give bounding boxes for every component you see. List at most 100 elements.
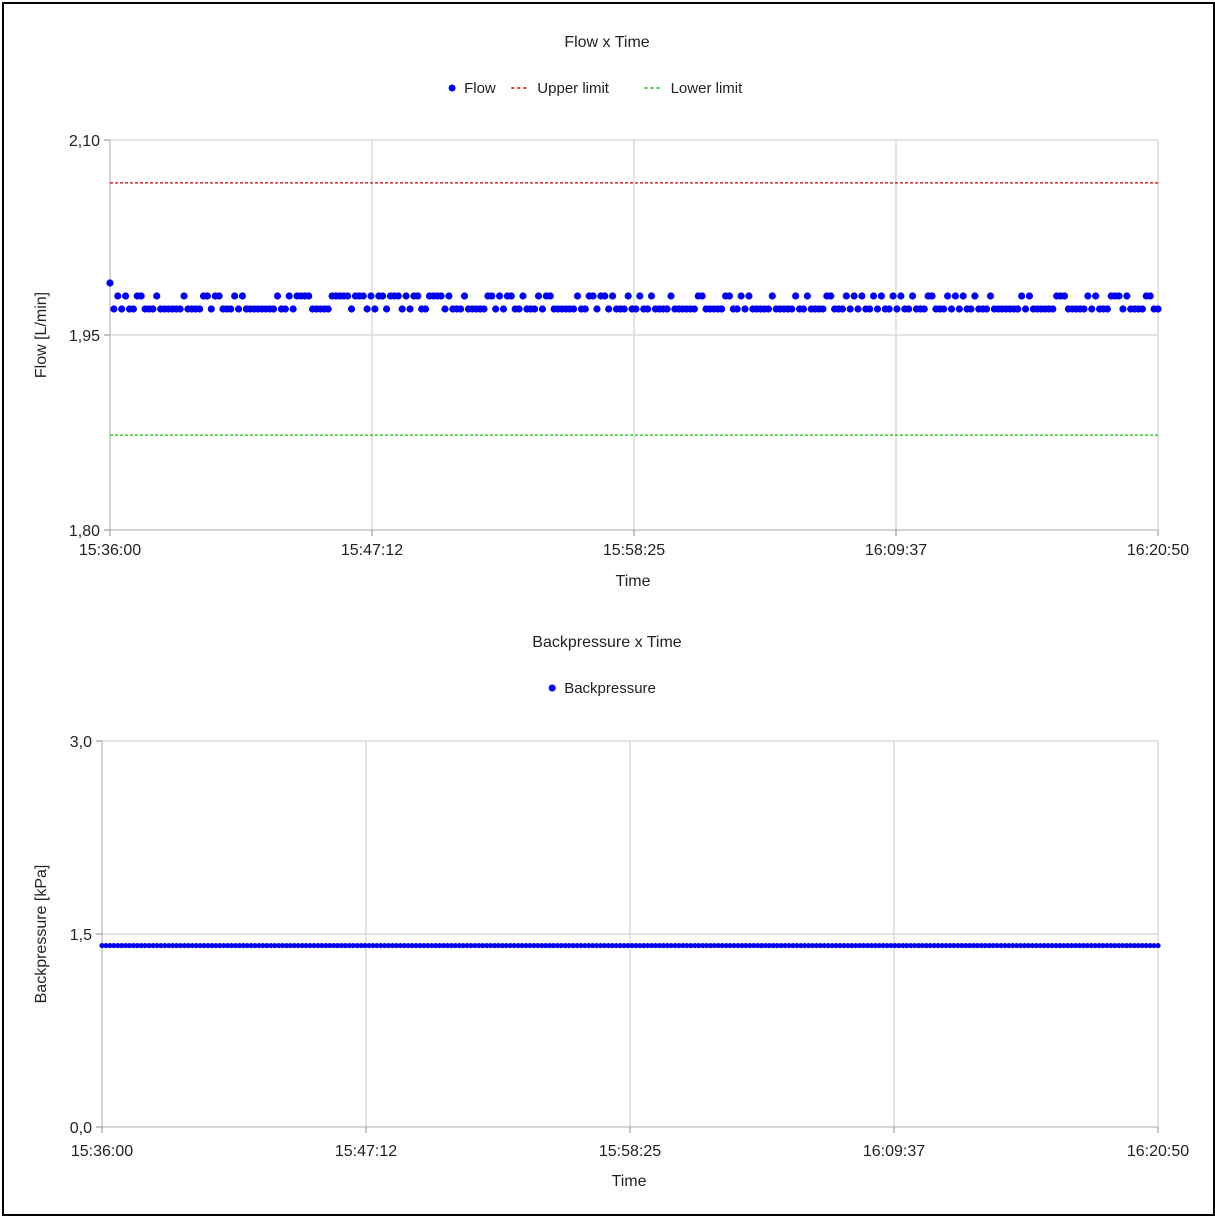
data-point bbox=[905, 305, 913, 313]
legend-label: Upper limit bbox=[537, 80, 610, 97]
data-point bbox=[394, 292, 402, 300]
data-point bbox=[915, 942, 922, 949]
data-point bbox=[270, 305, 278, 313]
data-point bbox=[234, 305, 243, 313]
data-point bbox=[817, 942, 823, 949]
data-point bbox=[825, 942, 831, 949]
x-tick-label: 15:47:12 bbox=[341, 542, 403, 559]
data-point bbox=[1049, 305, 1057, 313]
data-point bbox=[751, 942, 757, 949]
data-point bbox=[472, 942, 478, 949]
data-point bbox=[480, 305, 488, 313]
data-point bbox=[215, 292, 223, 300]
data-point bbox=[1014, 305, 1022, 313]
data-point bbox=[189, 942, 195, 949]
data-point bbox=[495, 942, 502, 949]
data-point bbox=[970, 942, 977, 949]
data-point bbox=[586, 942, 592, 949]
data-point bbox=[207, 305, 215, 313]
data-point bbox=[129, 305, 137, 313]
data-point bbox=[1072, 942, 1079, 949]
data-point bbox=[256, 942, 262, 949]
data-point bbox=[311, 942, 317, 949]
legend-marker bbox=[448, 84, 456, 92]
data-point bbox=[379, 292, 387, 300]
data-point bbox=[868, 942, 875, 949]
data-point bbox=[535, 942, 541, 949]
data-point bbox=[927, 942, 933, 949]
data-point bbox=[185, 942, 191, 949]
data-point bbox=[1018, 942, 1024, 949]
data-point bbox=[126, 942, 133, 949]
data-point bbox=[499, 305, 508, 313]
data-point bbox=[888, 942, 894, 949]
data-point bbox=[609, 942, 615, 949]
data-point bbox=[244, 942, 250, 949]
data-point bbox=[1006, 942, 1012, 949]
data-point bbox=[158, 942, 164, 949]
data-point bbox=[299, 942, 305, 949]
data-point bbox=[884, 942, 890, 949]
data-point bbox=[566, 942, 572, 949]
data-point bbox=[492, 305, 500, 313]
data-point bbox=[398, 305, 406, 313]
data-point bbox=[821, 942, 827, 949]
x-axis-label: Time bbox=[612, 1173, 647, 1190]
legend-label: Lower limit bbox=[671, 80, 744, 97]
data-point bbox=[383, 305, 391, 313]
data-point bbox=[940, 305, 948, 313]
data-point bbox=[511, 942, 517, 949]
data-point bbox=[733, 305, 741, 313]
data-point bbox=[232, 942, 239, 949]
data-point bbox=[346, 942, 352, 949]
data-point bbox=[236, 942, 242, 949]
data-point bbox=[119, 942, 125, 949]
data-point bbox=[1143, 942, 1149, 949]
data-point bbox=[281, 305, 289, 313]
data-point bbox=[1147, 942, 1153, 949]
data-point bbox=[445, 292, 453, 300]
data-point bbox=[873, 305, 882, 313]
data-point bbox=[421, 942, 427, 949]
legend-label: Backpressure bbox=[564, 680, 656, 697]
data-point bbox=[928, 292, 936, 300]
data-point bbox=[225, 942, 231, 949]
data-point bbox=[359, 292, 367, 300]
data-point bbox=[731, 942, 737, 949]
data-point bbox=[833, 942, 839, 949]
data-point bbox=[121, 292, 130, 300]
data-point bbox=[1018, 292, 1026, 300]
data-point bbox=[1135, 942, 1141, 949]
data-point bbox=[1037, 942, 1043, 949]
data-point bbox=[629, 942, 635, 949]
data-point bbox=[546, 942, 553, 949]
data-point bbox=[409, 942, 415, 949]
data-point bbox=[515, 942, 521, 949]
data-point bbox=[951, 292, 960, 300]
data-point bbox=[680, 942, 686, 949]
data-point bbox=[193, 942, 199, 949]
data-point bbox=[1155, 942, 1161, 949]
data-point bbox=[213, 942, 219, 949]
x-tick-label: 15:58:25 bbox=[603, 542, 665, 559]
data-point bbox=[1061, 942, 1067, 949]
data-point bbox=[170, 942, 176, 949]
y-tick-label: 1,95 bbox=[69, 328, 100, 345]
data-point bbox=[841, 942, 847, 949]
x-tick-label: 15:36:00 bbox=[79, 542, 141, 559]
data-point bbox=[727, 942, 733, 949]
data-point bbox=[107, 942, 113, 949]
data-point bbox=[331, 942, 337, 949]
data-point bbox=[692, 942, 698, 949]
data-point bbox=[943, 942, 949, 949]
data-point bbox=[849, 942, 855, 949]
x-tick-label: 15:47:12 bbox=[335, 1143, 397, 1160]
data-point bbox=[106, 279, 114, 287]
data-point bbox=[955, 305, 963, 313]
data-point bbox=[441, 305, 449, 313]
data-point bbox=[1116, 942, 1122, 949]
data-point bbox=[885, 305, 893, 313]
data-point bbox=[601, 292, 609, 300]
data-point bbox=[327, 942, 333, 949]
data-point bbox=[162, 942, 168, 949]
